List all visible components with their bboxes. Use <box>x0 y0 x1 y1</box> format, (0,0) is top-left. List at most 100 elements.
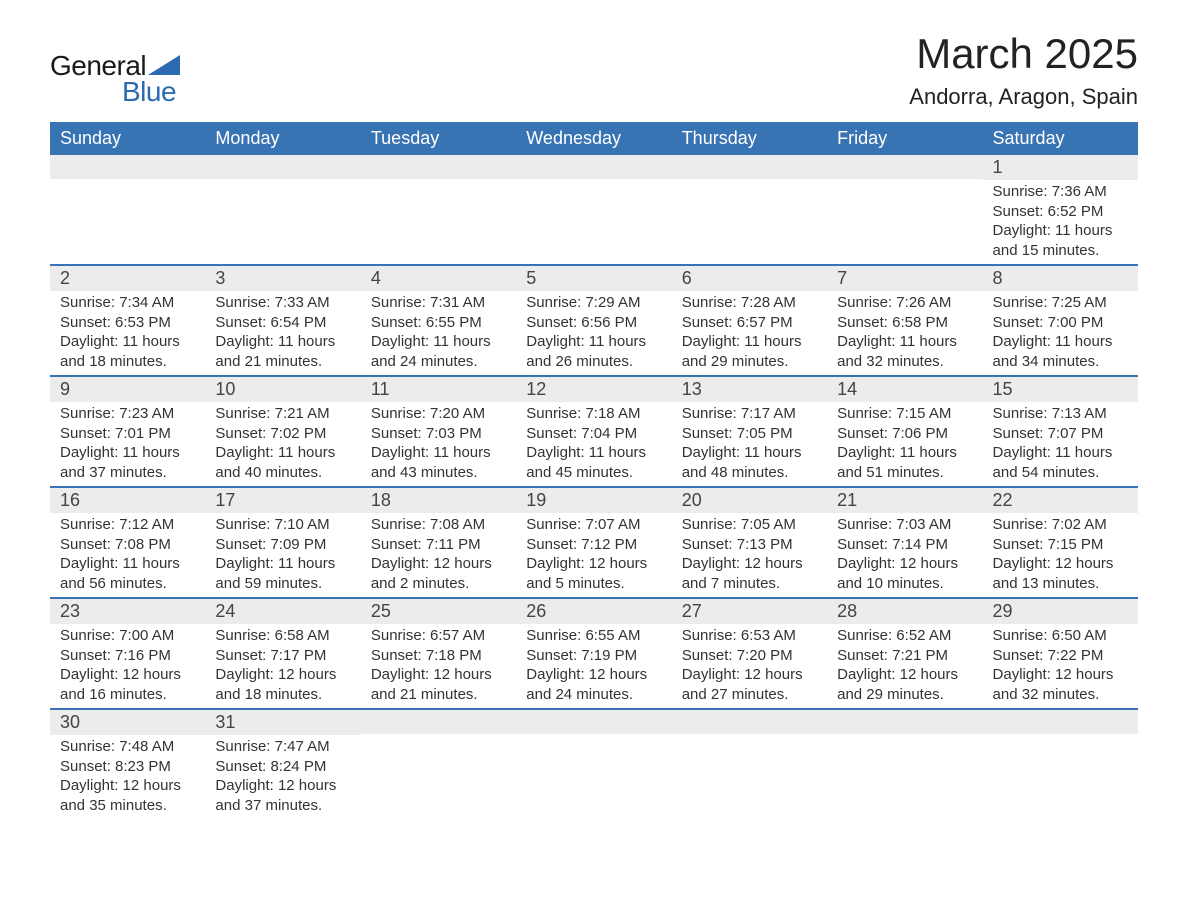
weekday-header: Thursday <box>672 122 827 155</box>
title-block: March 2025 Andorra, Aragon, Spain <box>909 30 1138 110</box>
day-cell <box>361 710 516 819</box>
week-row: 30Sunrise: 7:48 AMSunset: 8:23 PMDayligh… <box>50 710 1138 819</box>
day-body: Sunrise: 7:15 AMSunset: 7:06 PMDaylight:… <box>827 402 982 482</box>
day-daylight2: and 35 minutes. <box>60 796 195 816</box>
day-cell: 31Sunrise: 7:47 AMSunset: 8:24 PMDayligh… <box>205 710 360 819</box>
day-sunrise: Sunrise: 6:55 AM <box>526 626 661 646</box>
day-cell <box>983 710 1138 819</box>
day-body: Sunrise: 7:20 AMSunset: 7:03 PMDaylight:… <box>361 402 516 482</box>
day-daylight2: and 24 minutes. <box>371 352 506 372</box>
day-number <box>827 155 982 179</box>
day-cell: 18Sunrise: 7:08 AMSunset: 7:11 PMDayligh… <box>361 488 516 597</box>
month-title: March 2025 <box>909 30 1138 78</box>
weekday-header: Sunday <box>50 122 205 155</box>
day-cell: 14Sunrise: 7:15 AMSunset: 7:06 PMDayligh… <box>827 377 982 486</box>
day-number <box>50 155 205 179</box>
day-daylight1: Daylight: 12 hours <box>215 776 350 796</box>
day-daylight1: Daylight: 11 hours <box>837 332 972 352</box>
day-cell: 2Sunrise: 7:34 AMSunset: 6:53 PMDaylight… <box>50 266 205 375</box>
day-daylight2: and 45 minutes. <box>526 463 661 483</box>
week-row: 2Sunrise: 7:34 AMSunset: 6:53 PMDaylight… <box>50 266 1138 377</box>
day-sunrise: Sunrise: 7:23 AM <box>60 404 195 424</box>
day-sunset: Sunset: 7:00 PM <box>993 313 1128 333</box>
day-number: 9 <box>50 377 205 402</box>
day-cell: 3Sunrise: 7:33 AMSunset: 6:54 PMDaylight… <box>205 266 360 375</box>
day-cell <box>516 710 671 819</box>
day-daylight1: Daylight: 12 hours <box>837 554 972 574</box>
day-sunset: Sunset: 7:05 PM <box>682 424 817 444</box>
day-number: 22 <box>983 488 1138 513</box>
day-cell <box>361 155 516 264</box>
day-number: 26 <box>516 599 671 624</box>
day-daylight1: Daylight: 11 hours <box>60 554 195 574</box>
weekday-header: Tuesday <box>361 122 516 155</box>
day-number <box>983 710 1138 734</box>
day-sunrise: Sunrise: 7:25 AM <box>993 293 1128 313</box>
day-sunset: Sunset: 7:11 PM <box>371 535 506 555</box>
day-sunset: Sunset: 7:03 PM <box>371 424 506 444</box>
day-daylight2: and 18 minutes. <box>60 352 195 372</box>
day-cell <box>672 155 827 264</box>
day-daylight1: Daylight: 12 hours <box>60 776 195 796</box>
day-daylight2: and 5 minutes. <box>526 574 661 594</box>
day-daylight1: Daylight: 12 hours <box>526 554 661 574</box>
day-daylight2: and 7 minutes. <box>682 574 817 594</box>
day-daylight1: Daylight: 12 hours <box>371 554 506 574</box>
weekday-header: Monday <box>205 122 360 155</box>
week-row: 16Sunrise: 7:12 AMSunset: 7:08 PMDayligh… <box>50 488 1138 599</box>
day-cell: 7Sunrise: 7:26 AMSunset: 6:58 PMDaylight… <box>827 266 982 375</box>
day-number: 14 <box>827 377 982 402</box>
week-row: 9Sunrise: 7:23 AMSunset: 7:01 PMDaylight… <box>50 377 1138 488</box>
day-sunset: Sunset: 7:21 PM <box>837 646 972 666</box>
day-body: Sunrise: 7:48 AMSunset: 8:23 PMDaylight:… <box>50 735 205 815</box>
day-body: Sunrise: 6:58 AMSunset: 7:17 PMDaylight:… <box>205 624 360 704</box>
day-number <box>827 710 982 734</box>
day-cell <box>827 710 982 819</box>
day-cell: 28Sunrise: 6:52 AMSunset: 7:21 PMDayligh… <box>827 599 982 708</box>
day-sunrise: Sunrise: 6:53 AM <box>682 626 817 646</box>
day-cell: 17Sunrise: 7:10 AMSunset: 7:09 PMDayligh… <box>205 488 360 597</box>
day-number <box>672 155 827 179</box>
week-row: 23Sunrise: 7:00 AMSunset: 7:16 PMDayligh… <box>50 599 1138 710</box>
day-daylight1: Daylight: 12 hours <box>371 665 506 685</box>
day-body: Sunrise: 7:31 AMSunset: 6:55 PMDaylight:… <box>361 291 516 371</box>
day-daylight2: and 26 minutes. <box>526 352 661 372</box>
day-sunrise: Sunrise: 6:52 AM <box>837 626 972 646</box>
day-body: Sunrise: 6:57 AMSunset: 7:18 PMDaylight:… <box>361 624 516 704</box>
day-sunrise: Sunrise: 6:57 AM <box>371 626 506 646</box>
day-daylight2: and 24 minutes. <box>526 685 661 705</box>
day-daylight1: Daylight: 11 hours <box>371 332 506 352</box>
day-number: 13 <box>672 377 827 402</box>
day-sunset: Sunset: 7:09 PM <box>215 535 350 555</box>
day-sunrise: Sunrise: 7:00 AM <box>60 626 195 646</box>
day-sunrise: Sunrise: 7:17 AM <box>682 404 817 424</box>
day-number <box>672 710 827 734</box>
day-sunset: Sunset: 7:04 PM <box>526 424 661 444</box>
day-daylight1: Daylight: 11 hours <box>215 443 350 463</box>
day-cell: 11Sunrise: 7:20 AMSunset: 7:03 PMDayligh… <box>361 377 516 486</box>
day-sunset: Sunset: 7:18 PM <box>371 646 506 666</box>
day-number <box>205 155 360 179</box>
day-daylight2: and 15 minutes. <box>993 241 1128 261</box>
day-sunset: Sunset: 7:02 PM <box>215 424 350 444</box>
day-sunrise: Sunrise: 7:02 AM <box>993 515 1128 535</box>
day-sunset: Sunset: 7:13 PM <box>682 535 817 555</box>
day-number: 30 <box>50 710 205 735</box>
day-sunrise: Sunrise: 7:13 AM <box>993 404 1128 424</box>
day-cell: 16Sunrise: 7:12 AMSunset: 7:08 PMDayligh… <box>50 488 205 597</box>
day-number <box>516 155 671 179</box>
day-daylight2: and 29 minutes. <box>837 685 972 705</box>
day-number <box>361 710 516 734</box>
day-sunset: Sunset: 6:53 PM <box>60 313 195 333</box>
day-cell: 29Sunrise: 6:50 AMSunset: 7:22 PMDayligh… <box>983 599 1138 708</box>
calendar: Sunday Monday Tuesday Wednesday Thursday… <box>50 122 1138 819</box>
day-sunrise: Sunrise: 7:05 AM <box>682 515 817 535</box>
day-daylight2: and 43 minutes. <box>371 463 506 483</box>
location-subtitle: Andorra, Aragon, Spain <box>909 84 1138 110</box>
day-number: 31 <box>205 710 360 735</box>
day-body: Sunrise: 7:13 AMSunset: 7:07 PMDaylight:… <box>983 402 1138 482</box>
day-number <box>516 710 671 734</box>
day-daylight2: and 54 minutes. <box>993 463 1128 483</box>
day-sunset: Sunset: 7:06 PM <box>837 424 972 444</box>
day-sunset: Sunset: 6:56 PM <box>526 313 661 333</box>
